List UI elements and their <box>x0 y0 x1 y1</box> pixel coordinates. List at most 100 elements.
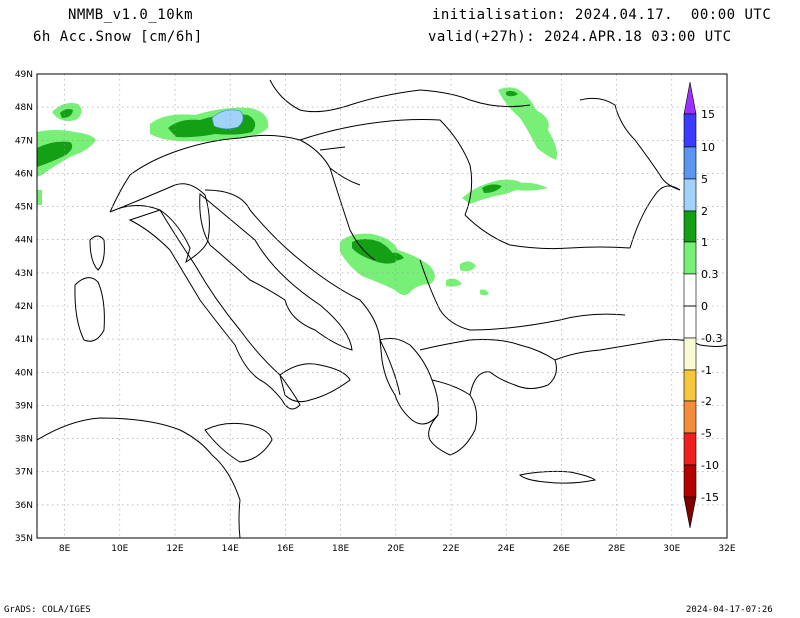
colorbar-label: -10 <box>701 459 719 472</box>
colorbar-swatch <box>683 178 697 212</box>
map-area <box>36 73 728 539</box>
colorbar-swatch <box>683 400 697 434</box>
y-axis-labels: 49N 48N 47N 46N 45N 44N 43N 42N 41N 40N … <box>15 70 33 544</box>
lat-label: 47N <box>15 136 33 146</box>
border-balkans-south <box>419 259 626 331</box>
border-hungary-romania <box>299 119 473 216</box>
snow-carpathians-north <box>498 87 557 160</box>
snow-rhodope <box>446 278 462 287</box>
africa-coast <box>37 417 241 538</box>
lat-label: 39N <box>15 401 33 411</box>
x-axis-labels: 8E 10E 12E 14E 16E 18E 20E 22E 24E 26E 2… <box>59 544 736 554</box>
coastlines-borders <box>37 79 727 538</box>
map-frame <box>36 73 728 539</box>
lat-label: 44N <box>15 236 33 246</box>
field-name: 6h Acc.Snow [cm/6h] <box>33 29 203 45</box>
colorbar-swatch <box>683 146 697 180</box>
lon-label: 32E <box>718 544 735 554</box>
colorbar-label: -5 <box>701 427 712 440</box>
lat-label: 45N <box>15 203 33 213</box>
snow-austria-peak <box>211 109 244 130</box>
colorbar-swatch <box>683 305 697 339</box>
colorbar: 15 10 5 2 1 0.3 0 -0.3 -1 -2 -5 -10 -15 <box>683 81 722 529</box>
adriatic-west-coast <box>199 192 353 351</box>
colorbar-swatch <box>683 432 697 466</box>
snow-alps-west-core <box>37 141 73 167</box>
lake-balaton <box>319 146 346 151</box>
snow-carpathians-north-core <box>506 90 518 97</box>
sardinia-outline <box>74 277 105 342</box>
lat-label: 37N <box>15 468 33 478</box>
lat-label: 35N <box>15 534 33 544</box>
colorbar-label: 10 <box>701 141 715 154</box>
lat-label: 48N <box>15 103 33 113</box>
lon-label: 10E <box>111 544 128 554</box>
snow-patch-west-edge <box>37 190 42 205</box>
colorbar-label: 0 <box>701 300 708 313</box>
lat-label: 38N <box>15 435 33 445</box>
footer-credit: GrADS: COLA/IGES <box>4 605 91 615</box>
lat-label: 49N <box>15 70 33 80</box>
colorbar-label: 5 <box>701 173 708 186</box>
valid-time: valid(+27h): 2024.APR.18 03:00 UTC <box>428 29 732 45</box>
colorbar-swatch <box>683 369 697 402</box>
snow-fields <box>37 87 557 296</box>
gridlines <box>37 74 727 538</box>
colorbar-swatch <box>683 464 697 498</box>
lon-label: 12E <box>166 544 183 554</box>
italy-south <box>279 363 351 403</box>
footer-timestamp: 2024-04-17-07:26 <box>686 605 773 615</box>
border-danube <box>464 214 631 250</box>
snow-swiss-north-core <box>60 109 73 118</box>
turkey-west-coast <box>554 339 727 361</box>
snow-carpathians-south-core <box>482 184 502 193</box>
lon-label: 16E <box>277 544 294 554</box>
colorbar-bottom-arrow <box>683 496 697 529</box>
colorbar-label: 2 <box>701 205 708 218</box>
colorbar-label: -0.3 <box>701 332 722 345</box>
lat-label: 46N <box>15 169 33 179</box>
snow-balkans-core-2 <box>388 252 404 261</box>
lat-label: 40N <box>15 368 33 378</box>
crete-outline <box>518 470 597 484</box>
peloponnese <box>428 379 478 456</box>
lon-label: 20E <box>387 544 404 554</box>
italy-west-coast <box>128 209 301 410</box>
border-north <box>269 79 531 113</box>
aegean-north-coast <box>419 339 557 396</box>
colorbar-label: 15 <box>701 108 715 121</box>
colorbar-swatch <box>683 210 697 243</box>
colorbar-label: -1 <box>701 364 712 377</box>
lon-label: 30E <box>663 544 680 554</box>
colorbar-label: -2 <box>701 395 712 408</box>
snow-rhodope-west <box>460 261 476 272</box>
lon-label: 24E <box>498 544 515 554</box>
lon-label: 28E <box>608 544 625 554</box>
colorbar-swatch <box>683 241 697 275</box>
border-croatia-bosnia <box>329 167 376 261</box>
lat-label: 41N <box>15 335 33 345</box>
colorbar-label: 0.3 <box>701 268 719 281</box>
snow-balkans-core <box>352 239 396 264</box>
lon-label: 22E <box>442 544 459 554</box>
sicily-outline <box>204 422 273 463</box>
lon-label: 8E <box>59 544 71 554</box>
lon-label: 14E <box>222 544 239 554</box>
lon-label: 26E <box>553 544 570 554</box>
colorbar-swatch <box>683 273 697 307</box>
border-moldova <box>579 97 681 191</box>
snow-carpathians-south <box>462 179 524 204</box>
colorbar-swatch <box>683 113 697 148</box>
corsica-outline <box>89 235 105 271</box>
model-name: NMMB_v1.0_10km <box>68 7 194 23</box>
init-time: initialisation: 2024.04.17. 00:00 UTC <box>432 7 772 23</box>
black-sea-west-coast <box>629 185 681 249</box>
lat-label: 43N <box>15 269 33 279</box>
colorbar-label: 1 <box>701 236 708 249</box>
colorbar-swatch <box>683 337 697 371</box>
lat-label: 42N <box>15 302 33 312</box>
snow-carpathians-east <box>515 182 548 191</box>
adriatic-east-coast <box>204 189 401 396</box>
snow-patch-small <box>480 289 489 296</box>
colorbar-label: -15 <box>701 491 719 504</box>
